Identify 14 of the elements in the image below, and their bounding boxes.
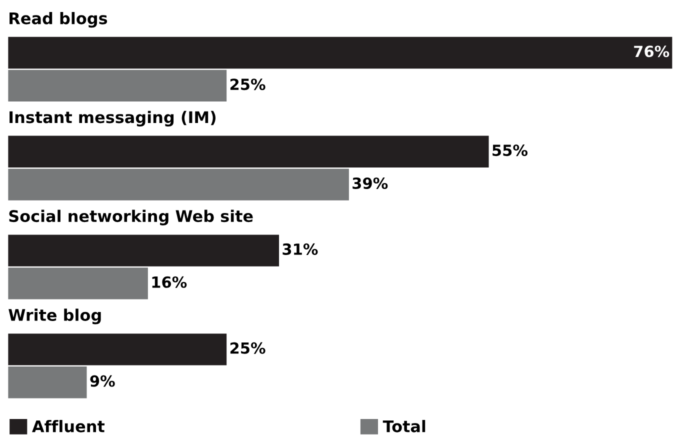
y-tick-label: Instant messaging (IM) xyxy=(10,110,216,126)
data-label: 9% xyxy=(90,375,115,387)
y-tick-label: Read blogs xyxy=(10,12,108,28)
y-tick-label: Social networking Web site xyxy=(9,210,253,226)
legend-label: Affluent xyxy=(32,420,105,432)
legend-label: Total xyxy=(382,420,426,432)
data-label: 39% xyxy=(352,177,388,190)
y-tick-label: Write blog xyxy=(8,308,101,324)
data-label: 25% xyxy=(230,78,266,90)
data-label: 25% xyxy=(230,342,266,354)
data-label: 31% xyxy=(282,243,318,255)
data-label: 16% xyxy=(152,276,187,288)
data-label: 55% xyxy=(492,144,528,156)
data-label: 76% xyxy=(634,46,670,58)
